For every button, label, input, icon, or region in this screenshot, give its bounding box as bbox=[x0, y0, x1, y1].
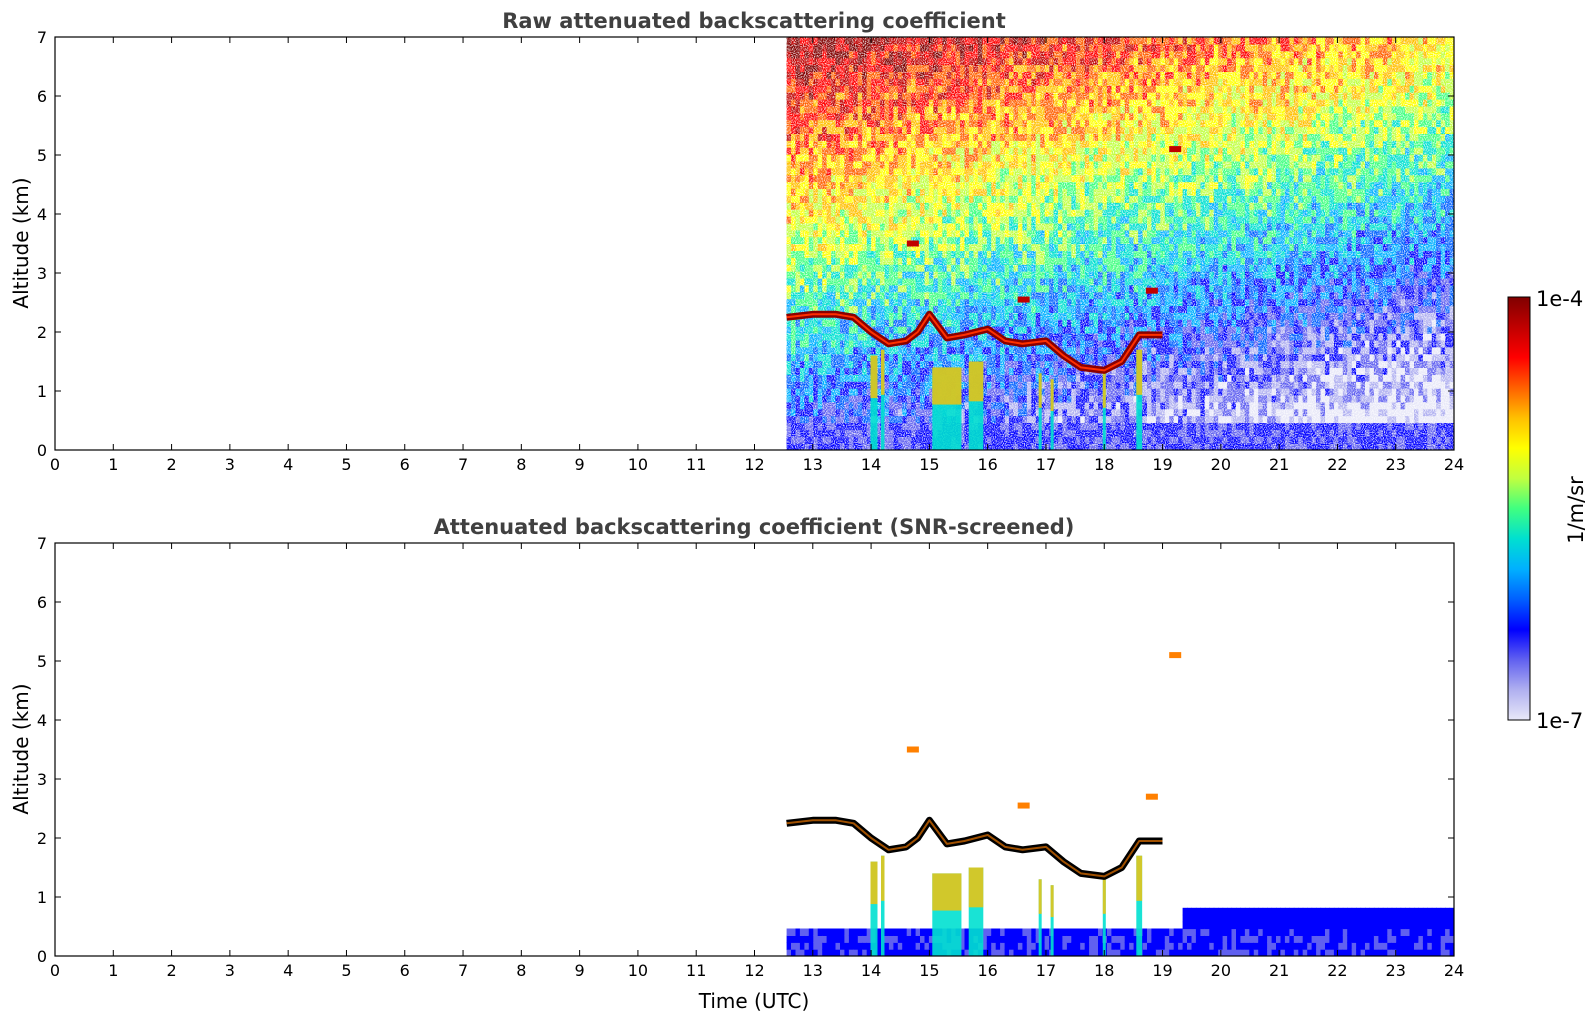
heatmap-raw bbox=[786, 37, 1454, 450]
panel-raw: Raw attenuated backscattering coefficien… bbox=[9, 9, 1464, 474]
chart-title-raw: Raw attenuated backscattering coefficien… bbox=[502, 9, 1006, 33]
